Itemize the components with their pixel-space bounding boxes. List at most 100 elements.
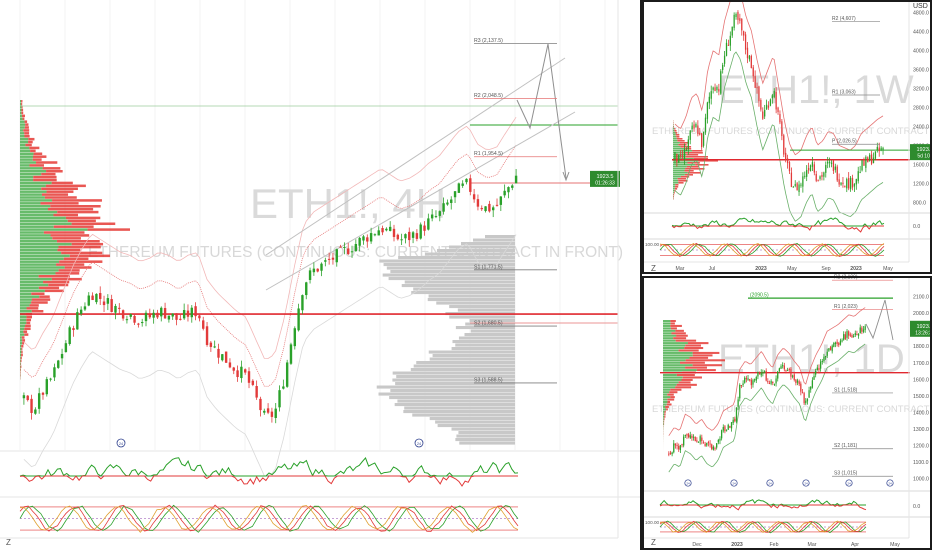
right-bottom-candle — [724, 426, 725, 431]
right-top-x-tick: 2023 — [755, 266, 767, 272]
left-profile-bar-up — [20, 243, 72, 246]
left-candle — [271, 412, 273, 417]
right-bottom-candle — [737, 399, 738, 406]
left-profile-bar-down — [23, 129, 29, 132]
left-volume-bar — [429, 351, 515, 354]
right-bottom-candle — [736, 407, 737, 421]
left-candle — [76, 312, 78, 329]
left-candle — [122, 310, 124, 318]
right-top-y-tick: 800.0 — [913, 201, 926, 207]
right-top-zoom-label[interactable]: Z — [651, 264, 656, 273]
right-bottom-candle — [792, 376, 793, 377]
right-top-y-tick: 2400.0 — [913, 125, 929, 131]
right-bottom-profile-bar-down — [675, 330, 684, 332]
left-candle — [465, 179, 467, 182]
right-bottom-candle — [766, 371, 767, 381]
left-candle — [198, 315, 200, 318]
left-candle — [236, 370, 238, 377]
right-bottom-profile-bar-down — [670, 325, 682, 327]
right-top-currency: USD — [913, 3, 928, 10]
right-bottom-x-tick: May — [890, 542, 900, 548]
right-top-profile-bar-down — [681, 146, 692, 148]
left-profile-bar-up — [20, 176, 33, 179]
left-profile-bar-up — [20, 342, 22, 345]
right-top-profile-bar-up — [673, 138, 677, 140]
right-bottom-zoom-label[interactable]: Z — [651, 538, 656, 547]
left-profile-bar-down — [33, 158, 42, 161]
right-bottom-x-tick: 2023 — [731, 542, 743, 548]
left-profile-bar-down — [21, 351, 22, 354]
right-top-candle — [806, 170, 807, 177]
left-candle — [316, 269, 318, 272]
right-bottom-profile-bar-up — [663, 345, 685, 347]
left-volume-bar — [430, 358, 515, 361]
right-top-candle — [819, 176, 820, 179]
right-bottom-candle — [709, 444, 710, 445]
left-profile-bar-up — [20, 322, 26, 325]
right-bottom-y-tick: 1300.0 — [913, 427, 929, 433]
right-top-candle — [741, 19, 742, 30]
left-candle — [156, 313, 158, 318]
right-bottom-candle — [851, 335, 852, 337]
right-bottom-profile-bar-down — [679, 381, 691, 383]
right-top-profile-bar-up — [673, 186, 675, 188]
right-top-candle — [865, 157, 866, 168]
left-candle — [400, 239, 402, 240]
right-top-candle — [690, 131, 691, 140]
right-top-profile-bar-up — [673, 192, 674, 194]
right-top-profile-bar-down — [680, 142, 688, 144]
left-profile-bar-down — [48, 208, 93, 211]
left-candle — [49, 379, 51, 380]
left-profile-bar-up — [20, 258, 64, 261]
right-top-candle — [764, 110, 765, 117]
right-bottom-profile-bar-down — [677, 374, 695, 376]
right-bottom-profile-bar-down — [667, 401, 670, 403]
left-profile-bar-up — [20, 167, 43, 170]
left-candle — [233, 368, 235, 371]
right-top-profile-bar-down — [677, 140, 684, 142]
right-bottom-candle — [785, 370, 786, 371]
right-top-candle — [835, 167, 836, 170]
right-bottom-profile-bar-up — [663, 327, 671, 329]
right-bottom-candle — [832, 346, 833, 352]
right-top-candle — [833, 161, 834, 171]
right-bottom-candle — [714, 448, 715, 449]
right-bottom-candle — [858, 334, 859, 336]
right-top-candle — [743, 31, 744, 35]
right-bottom-candle — [757, 372, 758, 376]
left-candle — [168, 316, 170, 320]
right-bottom-candle — [764, 371, 765, 373]
right-bottom-candle — [805, 401, 806, 403]
right-bottom-candle — [770, 381, 771, 384]
right-bottom-x-tick: Mar — [808, 542, 817, 548]
left-profile-bar-up — [20, 208, 48, 211]
right-top-candle — [808, 168, 809, 170]
right-top-profile-bar-up — [673, 136, 676, 138]
right-bottom-profile-bar-down — [684, 347, 703, 349]
left-candle — [297, 308, 299, 330]
left-zoom-label[interactable]: Z — [6, 538, 11, 547]
right-top-candle — [705, 118, 706, 133]
right-bottom-candle — [840, 341, 841, 345]
right-bottom-candle — [742, 383, 743, 384]
right-bottom-candle — [775, 379, 776, 384]
right-top-pivot-label: R1 (3,063) — [832, 90, 856, 96]
right-top-pivot-label: R2 (4,607) — [832, 16, 856, 22]
left-volume-bar — [412, 414, 515, 417]
right-top-y-tick: 4800.0 — [913, 11, 929, 17]
left-profile-bar-down — [47, 190, 74, 193]
right-top-profile-bar-up — [673, 144, 678, 146]
right-top-candle — [707, 102, 708, 118]
left-candle — [68, 327, 70, 344]
right-top-profile-bar-down — [677, 138, 683, 140]
right-bottom-candle — [836, 342, 837, 344]
left-profile-bar-down — [68, 220, 96, 223]
left-profile-bar-up — [20, 135, 25, 138]
right-top-price-tag-price: 1923.5 — [916, 147, 932, 153]
right-top-candle — [737, 12, 738, 20]
left-profile-bar-up — [20, 170, 46, 173]
left-candle — [397, 235, 399, 239]
right-top-candle — [837, 167, 838, 181]
left-volume-bar — [436, 302, 515, 305]
right-bottom-profile-bar-down — [689, 357, 708, 359]
